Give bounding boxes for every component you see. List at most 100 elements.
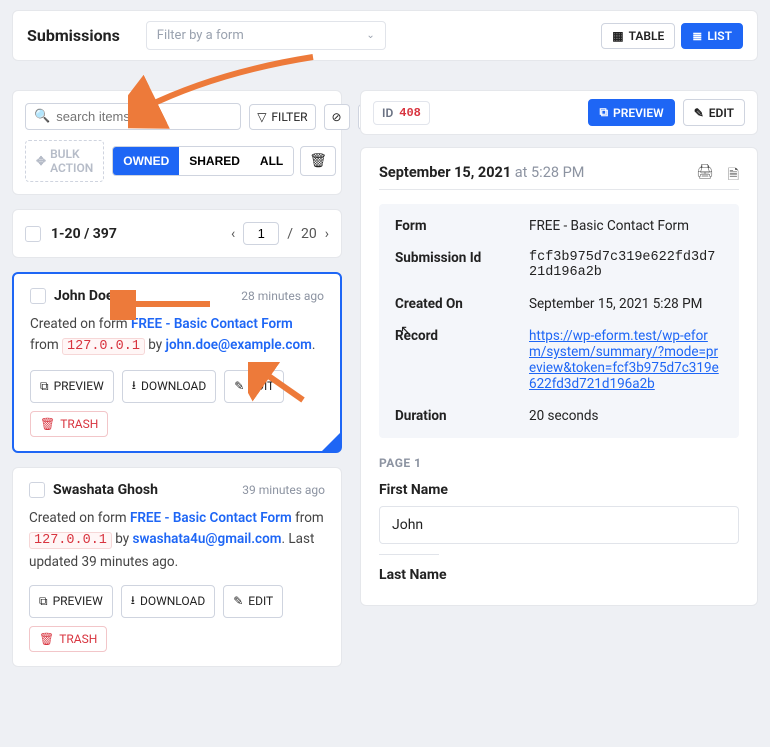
cursor-icon: ↖	[400, 323, 412, 339]
preview-icon: ⧉	[599, 105, 608, 120]
submission-summary: Created on form FREE - Basic Contact For…	[30, 314, 324, 358]
info-box: Form FREE - Basic Contact Form Submissio…	[379, 204, 739, 438]
info-subid-value: fcf3b975d7c319e622fd3d721d196a2b	[529, 250, 723, 280]
trash-button[interactable]: 🗑 TRASH	[29, 626, 107, 652]
download-icon: ⭳	[132, 376, 136, 397]
download-button[interactable]: ⭳ DOWNLOAD	[122, 370, 216, 403]
time-ago: 28 minutes ago	[241, 289, 324, 303]
trash-icon: 🗑	[40, 417, 55, 431]
table-icon: ▦	[612, 29, 623, 43]
detail-edit-label: EDIT	[709, 106, 734, 120]
info-subid-label: Submission Id	[395, 250, 515, 280]
pager-prev[interactable]: ‹	[231, 226, 235, 242]
seg-owned[interactable]: OWNED	[113, 147, 179, 175]
view-table-label: TABLE	[629, 29, 665, 43]
detail-date: September 15, 2021 at 5:28 PM	[379, 164, 739, 181]
info-created-value: September 15, 2021 5:28 PM	[529, 296, 723, 312]
view-list-button[interactable]: ≣ LIST	[681, 23, 743, 49]
funnel-icon: ▽	[257, 110, 266, 124]
seg-shared[interactable]: SHARED	[179, 147, 250, 175]
info-created-label: Created On	[395, 296, 515, 312]
created-prefix: Created on form	[30, 316, 131, 332]
pager-page-input[interactable]	[243, 222, 279, 245]
edit-label: EDIT	[249, 379, 274, 393]
pager-sep: /	[287, 226, 293, 242]
submissions-header: Submissions Filter by a form ⌄ ▦ TABLE ≣…	[12, 10, 758, 61]
detail-date-bold: September 15, 2021	[379, 164, 511, 181]
email-link[interactable]: swashata4u@gmail.com	[133, 531, 282, 547]
trash-button[interactable]: 🗑 TRASH	[30, 411, 108, 437]
pager-next[interactable]: ›	[325, 226, 329, 242]
suffix-text: .	[312, 337, 316, 353]
by-word: by	[145, 337, 166, 353]
ownership-segmented: OWNED SHARED ALL	[112, 146, 294, 176]
by-word: by	[112, 531, 133, 547]
field-divider	[379, 554, 439, 555]
download-label: DOWNLOAD	[140, 594, 205, 608]
filter-button[interactable]: ▽ FILTER	[249, 104, 315, 130]
submission-card[interactable]: John Doe 28 minutes ago Created on form …	[12, 272, 342, 453]
info-form-label: Form	[395, 218, 515, 234]
trash-icon: 🗑	[309, 153, 327, 169]
trash-label: TRASH	[60, 417, 98, 431]
seg-all[interactable]: ALL	[250, 147, 293, 175]
submission-summary: Created on form FREE - Basic Contact For…	[29, 508, 325, 573]
search-input[interactable]	[56, 109, 232, 124]
preview-icon: ⧉	[39, 594, 48, 609]
detail-preview-button[interactable]: ⧉ PREVIEW	[588, 99, 674, 126]
bulk-action-button[interactable]: ✥ BULK ACTION	[25, 140, 104, 182]
form-filter-dropdown[interactable]: Filter by a form ⌄	[146, 21, 386, 50]
bulk-action-label: BULK ACTION	[50, 147, 93, 175]
row-checkbox[interactable]	[29, 482, 45, 498]
info-record-link[interactable]: https://wp-eform.test/wp-eform/system/su…	[529, 328, 719, 392]
preview-button[interactable]: ⧉ PREVIEW	[30, 370, 114, 403]
form-filter-placeholder: Filter by a form	[157, 28, 244, 43]
clear-filter-button[interactable]: ⊘	[324, 104, 350, 130]
info-duration-label: Duration	[395, 408, 515, 424]
preview-label: PREVIEW	[54, 379, 104, 393]
detail-edit-button[interactable]: ✎ EDIT	[683, 99, 745, 126]
trash-label: TRASH	[59, 632, 97, 646]
select-all-checkbox[interactable]	[25, 226, 41, 242]
info-form-value: FREE - Basic Contact Form	[529, 218, 723, 234]
from-word: from	[292, 510, 324, 526]
pager-total: 20	[301, 226, 317, 242]
print-icon[interactable]: 🖨	[696, 164, 714, 188]
edit-button[interactable]: ✎EDIT	[224, 370, 284, 403]
form-link[interactable]: FREE - Basic Contact Form	[131, 316, 293, 332]
view-toggle: ▦ TABLE ≣ LIST	[601, 23, 743, 49]
edit-icon: ✎	[233, 594, 243, 608]
submitter-name: Swashata Ghosh	[53, 482, 158, 498]
from-word: from	[30, 337, 62, 353]
filter-card: 🔍 ▽ FILTER ⊘ ⟳ ✥ BULK ACTION OWNED	[12, 90, 342, 195]
time-ago: 39 minutes ago	[242, 483, 325, 497]
pager-range: 1-20 / 397	[51, 226, 117, 242]
detail-card: 🖨 🗎 September 15, 2021 at 5:28 PM Form F…	[360, 147, 758, 606]
download-button[interactable]: ⭳DOWNLOAD	[121, 585, 215, 618]
divider	[379, 189, 739, 190]
preview-button[interactable]: ⧉PREVIEW	[29, 585, 113, 618]
trash-toggle[interactable]: 🗑	[300, 146, 336, 176]
submission-card[interactable]: Swashata Ghosh 39 minutes ago Created on…	[12, 467, 342, 667]
edit-label: EDIT	[248, 594, 273, 608]
download-label: DOWNLOAD	[141, 379, 206, 393]
edit-button[interactable]: ✎ EDIT	[223, 585, 283, 618]
email-link[interactable]: john.doe@example.com	[166, 337, 312, 353]
bulk-icon: ✥	[36, 154, 46, 168]
id-label: ID	[382, 106, 393, 120]
ip-address: 127.0.0.1	[62, 338, 145, 355]
document-icon[interactable]: 🗎	[728, 164, 739, 188]
form-link[interactable]: FREE - Basic Contact Form	[130, 510, 292, 526]
ip-address: 127.0.0.1	[29, 532, 112, 549]
row-checkbox[interactable]	[30, 288, 46, 304]
detail-topbar: ID 408 ⧉ PREVIEW ✎ EDIT	[360, 90, 758, 135]
created-prefix: Created on form	[29, 510, 130, 526]
view-list-label: LIST	[707, 29, 732, 43]
clear-icon: ⊘	[332, 110, 342, 124]
trash-icon: 🗑	[39, 632, 54, 646]
preview-icon: ⧉	[40, 379, 49, 394]
info-duration-value: 20 seconds	[529, 408, 723, 424]
search-input-wrapper[interactable]: 🔍	[25, 103, 241, 130]
view-table-button[interactable]: ▦ TABLE	[601, 23, 675, 49]
page-title: Submissions	[27, 26, 120, 45]
